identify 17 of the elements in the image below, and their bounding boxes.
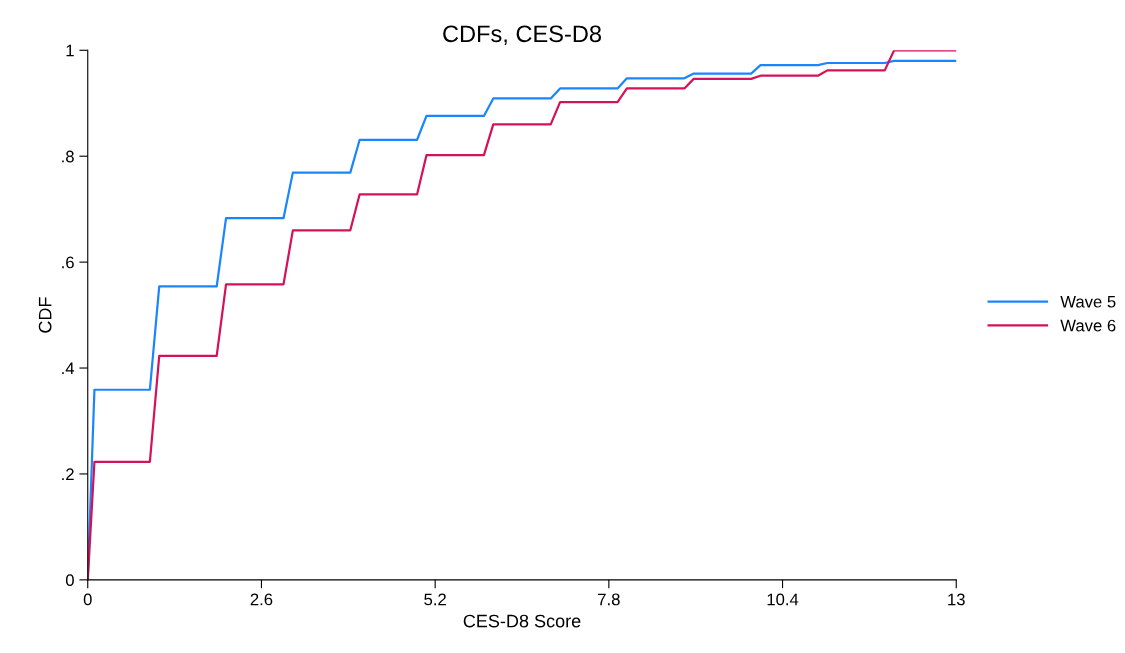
- y-tick-label: .6: [62, 256, 74, 269]
- legend-label: Wave 5: [1060, 295, 1116, 308]
- y-tick-label: .2: [62, 468, 74, 480]
- y-tick-label: .4: [62, 362, 75, 375]
- x-axis-title: CES-D8 Score: [463, 614, 581, 628]
- y-tick-label: 1: [66, 44, 74, 57]
- legend-label: Wave 6: [1060, 319, 1116, 332]
- x-tick-label: 10.4: [767, 593, 799, 606]
- x-tick-label: 0: [83, 593, 92, 606]
- y-tick-label: .8: [62, 150, 74, 163]
- y-tick-label: 0: [65, 574, 74, 587]
- y-axis-title: CDF: [38, 297, 52, 333]
- x-tick-label: 5.2: [424, 593, 446, 606]
- chart-title: CDFs, CES-D8: [443, 25, 601, 45]
- x-tick-label: 7.8: [598, 593, 620, 606]
- x-tick-label: 2.6: [250, 593, 273, 606]
- x-tick-label: 13: [948, 593, 965, 606]
